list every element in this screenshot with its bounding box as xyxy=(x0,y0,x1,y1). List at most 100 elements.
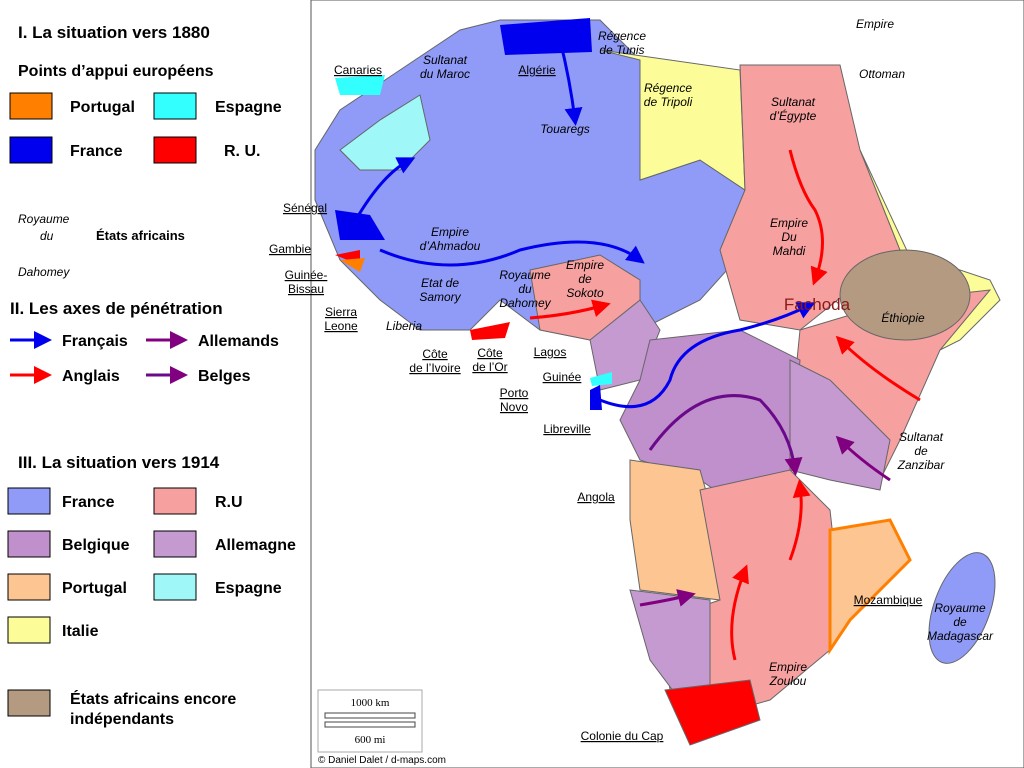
map: 1000 km 600 mi © Daniel Dalet / d-maps.c… xyxy=(269,0,1024,768)
map-label-line: de l’Ivoire xyxy=(409,361,461,375)
legend-label: Allemands xyxy=(198,333,279,350)
swatch xyxy=(7,530,51,558)
french-axis xyxy=(379,240,645,267)
german-axis xyxy=(639,589,696,607)
legend-label: R. U. xyxy=(224,143,260,160)
map-label: Empire xyxy=(856,17,894,31)
map-label-line: Empire xyxy=(431,225,469,239)
map-label-line: Canaries xyxy=(334,63,382,77)
map-label-line: Sokoto xyxy=(566,286,604,300)
map-label: Sierra Leone xyxy=(324,305,358,333)
map-label-line: Novo xyxy=(500,400,528,414)
map-label: Libreville xyxy=(543,422,591,436)
map-label-line: Samory xyxy=(419,290,461,304)
map-label-line: Algérie xyxy=(518,63,556,77)
map-label-line: de Tunis xyxy=(599,43,644,57)
map-label-line: Côte xyxy=(422,347,448,361)
map-label-line: du Maroc xyxy=(420,67,470,81)
belgian-axis xyxy=(648,394,803,476)
map-label: Porto Novo xyxy=(500,386,529,414)
map-label-line: Guinée- xyxy=(285,268,328,282)
map-label-line: Mozambique xyxy=(854,593,923,607)
map-label-line: Colonie du Cap xyxy=(581,729,664,743)
map-label: Côte de l’Ivoire xyxy=(409,347,461,375)
map-label: Touaregs xyxy=(540,122,590,136)
ethiopia xyxy=(839,249,971,341)
swatch xyxy=(7,573,51,601)
map-label: Empire d’Ahmadou xyxy=(420,225,481,253)
map-label-line: de l’Or xyxy=(472,360,507,374)
map-label-line: Ottoman xyxy=(859,67,905,81)
map-label: Guinée-Bissau xyxy=(285,268,328,296)
map-label-line: Porto xyxy=(500,386,529,400)
map-label-line: Dahomey xyxy=(499,296,551,310)
legend-label: États africains encore xyxy=(70,689,236,708)
legend-label: Portugal xyxy=(62,580,127,597)
scale-km: 1000 km xyxy=(351,697,390,709)
british-axis xyxy=(730,564,749,661)
map-label-line: de xyxy=(578,272,592,286)
madagascar xyxy=(928,552,996,664)
map-label-line: Empire xyxy=(770,216,808,230)
map-label: Sultanat de Zanzibar xyxy=(897,430,946,472)
map-label-line: Côte xyxy=(477,346,503,360)
swatch xyxy=(7,487,51,515)
map-label-line: de xyxy=(953,615,967,629)
map-label: Royaume de Madagascar xyxy=(927,601,994,643)
mozambique xyxy=(828,518,912,655)
map-label: Angola xyxy=(577,490,615,504)
map-label: Gambie xyxy=(269,242,311,256)
map-label-line: d’Ahmadou xyxy=(420,239,481,253)
legend-label: Portugal xyxy=(70,99,135,116)
swatch xyxy=(9,136,53,164)
legend-label: Belges xyxy=(198,368,251,385)
cape-colony xyxy=(664,679,761,746)
map-label: Colonie du Cap xyxy=(581,729,664,743)
legend-title: I. La situation vers 1880 xyxy=(18,23,210,42)
legend-label: R.U xyxy=(215,494,243,511)
map-label: Guinée xyxy=(543,370,582,384)
map-label-line: Mahdi xyxy=(773,244,806,258)
map-label-line: Empire xyxy=(769,660,807,674)
map-label-line: Sultanat xyxy=(423,53,468,67)
map-label: Sultanat du Maroc xyxy=(420,53,470,81)
british-axis xyxy=(788,149,828,286)
map-label-line: Libreville xyxy=(543,422,591,436)
map-label-line: Sultanat xyxy=(771,95,816,109)
legend-label: Belgique xyxy=(62,537,130,554)
gold-coast-1880 xyxy=(470,322,510,340)
map-label-line: Zanzibar xyxy=(897,458,946,472)
legend-subtitle: Points d’appui européens xyxy=(18,63,214,80)
british-axis xyxy=(529,299,611,320)
map-label: Empire de Sokoto xyxy=(566,258,604,300)
swatch xyxy=(153,92,197,120)
map-label-line: Sénégal xyxy=(283,201,327,215)
legend-label: Italie xyxy=(62,623,99,640)
legend-label: France xyxy=(62,494,115,511)
map-label-line: Empire xyxy=(566,258,604,272)
map-label-line: Sultanat xyxy=(899,430,944,444)
african-state-example: du xyxy=(40,229,54,243)
map-label-line: Guinée xyxy=(543,370,582,384)
scale-mi: 600 mi xyxy=(355,734,386,746)
map-label: Empire Zoulou xyxy=(769,660,808,688)
swatch xyxy=(7,616,51,644)
map-label: Liberia xyxy=(386,319,422,333)
map-label: Algérie xyxy=(518,63,556,77)
spanish-sahara xyxy=(339,94,431,171)
map-label-line: Zoulou xyxy=(769,674,807,688)
senegal-1880 xyxy=(335,210,385,240)
map-label: Fachoda xyxy=(784,295,851,314)
canaries xyxy=(335,75,385,95)
map-label-line: Touaregs xyxy=(540,122,590,136)
legend-label: France xyxy=(70,143,123,160)
french-axis xyxy=(558,39,583,126)
map-label-line: Bissau xyxy=(288,282,324,296)
map-label-line: du xyxy=(518,282,532,296)
map-label: Sénégal xyxy=(283,201,327,215)
guinea-bissau-1880 xyxy=(340,258,365,272)
map-label: Empire Du Mahdi xyxy=(770,216,808,258)
map-label-line: Sierra xyxy=(325,305,357,319)
map-label: Sultanat d’Égypte xyxy=(770,95,817,123)
